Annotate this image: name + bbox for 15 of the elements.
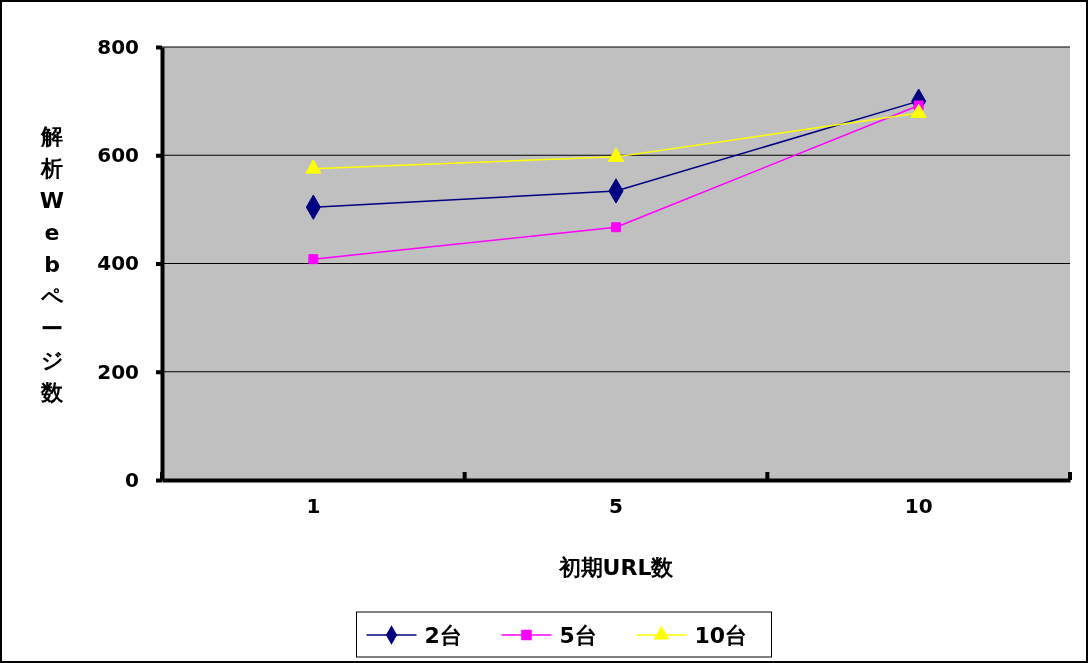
y-tick-label: 400 (97, 251, 139, 276)
x-tick-label: 5 (609, 494, 623, 518)
point (308, 254, 319, 265)
legend-label: 5台 (559, 623, 597, 648)
x-tick-label: 1 (306, 494, 321, 518)
legend-label: 10台 (694, 623, 748, 648)
y-tick-label: 200 (97, 359, 139, 384)
x-axis-title: 初期URL数 (557, 555, 675, 580)
y-tick-label: 800 (97, 34, 139, 59)
y-tick-label: 0 (125, 467, 139, 492)
y-tick-label: 600 (97, 143, 139, 168)
point (611, 222, 621, 233)
legend-label: 2台 (424, 623, 462, 648)
text: 解析Webページ数 (39, 123, 65, 405)
x-tick-label: 10 (904, 494, 933, 518)
